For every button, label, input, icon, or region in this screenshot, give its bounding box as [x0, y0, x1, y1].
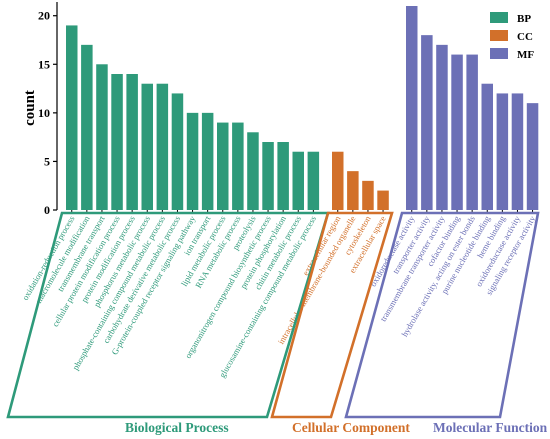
- group-label-mf: Molecular Function: [433, 420, 548, 435]
- bar-cc: [347, 171, 359, 210]
- axes: 0 5 10 15 20 count: [22, 2, 58, 217]
- bar-cc: [332, 151, 344, 210]
- bar-mf: [481, 83, 493, 210]
- bars: [66, 6, 539, 211]
- legend-label-bp: BP: [517, 13, 531, 25]
- bar-bp: [96, 64, 108, 211]
- bar-bp: [277, 142, 289, 210]
- category-labels: oxidation-reduction processmacromolecule…: [20, 210, 538, 379]
- y-tick-label: 20: [38, 9, 50, 23]
- bar-cc: [362, 180, 374, 210]
- bar-bp: [126, 74, 138, 210]
- bar-bp: [111, 74, 123, 210]
- bar-mf: [526, 103, 539, 210]
- bracket-cc: [270, 211, 394, 419]
- legend-swatch-bp: [490, 12, 508, 23]
- bar-bp: [292, 151, 304, 210]
- legend: BP CC MF: [490, 12, 534, 61]
- bar-bp: [186, 112, 199, 210]
- bar-bp: [201, 112, 214, 210]
- bar-mf: [466, 54, 478, 211]
- bar-bp: [171, 93, 184, 210]
- legend-swatch-cc: [490, 30, 508, 41]
- legend-label-cc: CC: [517, 31, 533, 43]
- bar-bp: [217, 122, 229, 210]
- y-axis-label: count: [22, 90, 38, 126]
- y-tick-label: 15: [38, 57, 50, 71]
- bar-bp: [307, 151, 320, 210]
- bar-mf: [436, 44, 448, 210]
- bar-bp: [156, 83, 169, 210]
- bar-mf: [511, 93, 524, 210]
- group-label-cc: Cellular Component: [292, 420, 410, 435]
- bar-bp: [81, 44, 93, 210]
- bar-bp: [66, 25, 78, 210]
- group-brackets: Biological Process Cellular Component Mole…: [6, 211, 548, 435]
- y-tick-label: 0: [44, 203, 50, 217]
- bar-mf: [421, 35, 433, 211]
- bracket-mf: [344, 211, 540, 419]
- legend-label-mf: MF: [517, 49, 534, 61]
- bar-mf: [496, 93, 509, 210]
- bar-cc: [377, 190, 389, 210]
- y-tick-label: 5: [44, 154, 50, 168]
- bar-mf: [451, 54, 463, 211]
- bar-bp: [232, 122, 244, 210]
- bar-mf: [406, 6, 418, 210]
- bracket-bp: [6, 211, 330, 419]
- group-label-bp: Biological Process: [125, 420, 229, 435]
- bar-bp: [141, 83, 153, 210]
- legend-swatch-mf: [490, 48, 508, 59]
- bar-bp: [247, 132, 259, 210]
- y-tick-label: 10: [38, 106, 50, 120]
- bar-bp: [262, 142, 274, 210]
